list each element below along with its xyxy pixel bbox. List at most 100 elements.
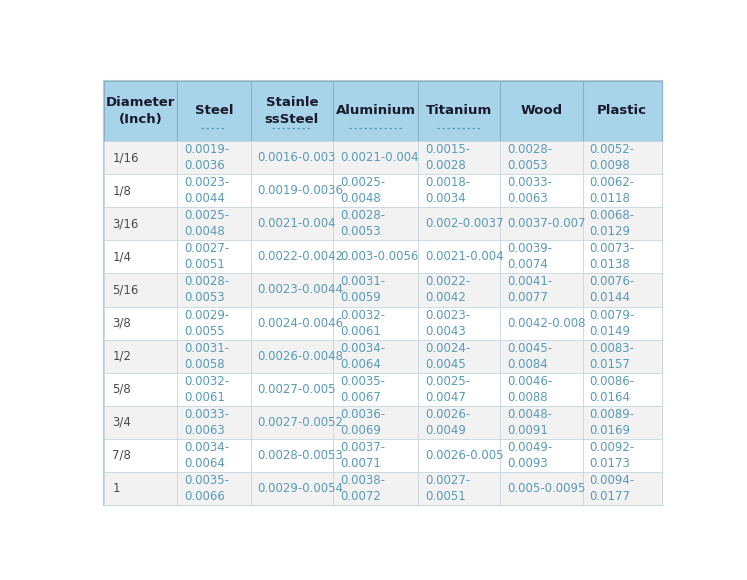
Text: 0.0037-
0.0071: 0.0037- 0.0071 — [340, 441, 385, 470]
FancyBboxPatch shape — [177, 406, 251, 439]
FancyBboxPatch shape — [418, 439, 500, 472]
FancyBboxPatch shape — [104, 174, 177, 207]
FancyBboxPatch shape — [418, 306, 500, 340]
Text: 0.0025-
0.0048: 0.0025- 0.0048 — [340, 176, 385, 205]
Text: 0.002-0.0037: 0.002-0.0037 — [425, 218, 503, 230]
FancyBboxPatch shape — [104, 207, 177, 240]
Text: 0.0079-
0.0149: 0.0079- 0.0149 — [589, 309, 635, 338]
FancyBboxPatch shape — [583, 306, 662, 340]
FancyBboxPatch shape — [251, 472, 333, 505]
Text: 3/16: 3/16 — [113, 218, 139, 230]
Text: 3/4: 3/4 — [113, 416, 131, 429]
FancyBboxPatch shape — [500, 373, 583, 406]
Text: Plastic: Plastic — [597, 104, 647, 117]
FancyBboxPatch shape — [583, 439, 662, 472]
Text: 0.0025-
0.0047: 0.0025- 0.0047 — [425, 375, 470, 404]
Text: 0.0022-0.0042: 0.0022-0.0042 — [258, 251, 344, 263]
FancyBboxPatch shape — [177, 373, 251, 406]
FancyBboxPatch shape — [177, 240, 251, 273]
Text: 5/8: 5/8 — [113, 383, 131, 396]
Text: 0.0021-0.004: 0.0021-0.004 — [258, 218, 336, 230]
FancyBboxPatch shape — [251, 373, 333, 406]
FancyBboxPatch shape — [500, 306, 583, 340]
Text: 0.0028-0.0053: 0.0028-0.0053 — [258, 449, 344, 462]
FancyBboxPatch shape — [418, 273, 500, 306]
FancyBboxPatch shape — [418, 240, 500, 273]
Text: 0.0086-
0.0164: 0.0086- 0.0164 — [589, 375, 635, 404]
FancyBboxPatch shape — [418, 174, 500, 207]
Text: 0.0073-
0.0138: 0.0073- 0.0138 — [589, 242, 635, 271]
Text: 0.0042-0.008: 0.0042-0.008 — [507, 317, 586, 329]
FancyBboxPatch shape — [500, 174, 583, 207]
Text: 0.0027-
0.0051: 0.0027- 0.0051 — [425, 474, 471, 503]
Text: 0.0015-
0.0028: 0.0015- 0.0028 — [425, 143, 470, 172]
FancyBboxPatch shape — [583, 340, 662, 373]
FancyBboxPatch shape — [583, 81, 662, 141]
Text: 0.0026-0.005: 0.0026-0.005 — [425, 449, 503, 462]
FancyBboxPatch shape — [418, 472, 500, 505]
FancyBboxPatch shape — [251, 306, 333, 340]
Text: 0.0048-
0.0091: 0.0048- 0.0091 — [507, 408, 552, 437]
FancyBboxPatch shape — [500, 240, 583, 273]
Text: 0.0083-
0.0157: 0.0083- 0.0157 — [589, 342, 634, 371]
Text: 0.0027-0.0052: 0.0027-0.0052 — [258, 416, 344, 429]
Text: 0.0039-
0.0074: 0.0039- 0.0074 — [507, 242, 552, 271]
Text: 0.0035-
0.0067: 0.0035- 0.0067 — [340, 375, 385, 404]
Text: 0.0029-
0.0055: 0.0029- 0.0055 — [185, 309, 229, 338]
FancyBboxPatch shape — [333, 240, 418, 273]
FancyBboxPatch shape — [104, 439, 177, 472]
FancyBboxPatch shape — [500, 406, 583, 439]
Text: 0.0026-0.0048: 0.0026-0.0048 — [258, 350, 344, 362]
Text: 0.0021-0.004: 0.0021-0.004 — [340, 151, 418, 164]
FancyBboxPatch shape — [583, 174, 662, 207]
Text: 0.0034-
0.0064: 0.0034- 0.0064 — [185, 441, 229, 470]
FancyBboxPatch shape — [418, 207, 500, 240]
Text: 0.0028-
0.0053: 0.0028- 0.0053 — [340, 209, 385, 238]
Text: Aluminium: Aluminium — [335, 104, 415, 117]
Text: 0.0027-
0.0051: 0.0027- 0.0051 — [185, 242, 229, 271]
Text: 0.0023-
0.0043: 0.0023- 0.0043 — [425, 309, 470, 338]
FancyBboxPatch shape — [251, 240, 333, 273]
Text: 0.0032-
0.0061: 0.0032- 0.0061 — [185, 375, 229, 404]
FancyBboxPatch shape — [104, 81, 177, 141]
Text: 0.0024-0.0046: 0.0024-0.0046 — [258, 317, 344, 329]
Text: 0.003-0.0056: 0.003-0.0056 — [340, 251, 418, 263]
FancyBboxPatch shape — [333, 174, 418, 207]
FancyBboxPatch shape — [500, 207, 583, 240]
FancyBboxPatch shape — [104, 306, 177, 340]
FancyBboxPatch shape — [333, 439, 418, 472]
Text: 0.0036-
0.0069: 0.0036- 0.0069 — [340, 408, 385, 437]
FancyBboxPatch shape — [333, 472, 418, 505]
Text: 0.0023-0.0044: 0.0023-0.0044 — [258, 284, 344, 296]
Text: 0.0032-
0.0061: 0.0032- 0.0061 — [340, 309, 385, 338]
Text: 0.0026-
0.0049: 0.0026- 0.0049 — [425, 408, 471, 437]
FancyBboxPatch shape — [333, 207, 418, 240]
FancyBboxPatch shape — [104, 472, 177, 505]
Text: 0.0034-
0.0064: 0.0034- 0.0064 — [340, 342, 385, 371]
FancyBboxPatch shape — [251, 439, 333, 472]
FancyBboxPatch shape — [500, 141, 583, 174]
Text: 0.0022-
0.0042: 0.0022- 0.0042 — [425, 276, 471, 304]
Text: 0.0024-
0.0045: 0.0024- 0.0045 — [425, 342, 471, 371]
FancyBboxPatch shape — [418, 406, 500, 439]
Text: 0.0068-
0.0129: 0.0068- 0.0129 — [589, 209, 635, 238]
Text: 1/4: 1/4 — [113, 251, 131, 263]
Text: 0.0028-
0.0053: 0.0028- 0.0053 — [185, 276, 229, 304]
FancyBboxPatch shape — [104, 273, 177, 306]
Text: 0.005-0.0095: 0.005-0.0095 — [507, 482, 586, 495]
Text: 0.0029-0.0054: 0.0029-0.0054 — [258, 482, 344, 495]
FancyBboxPatch shape — [583, 373, 662, 406]
Text: Stainle
ssSteel: Stainle ssSteel — [264, 96, 319, 126]
FancyBboxPatch shape — [251, 207, 333, 240]
FancyBboxPatch shape — [251, 174, 333, 207]
Text: 0.0019-
0.0036: 0.0019- 0.0036 — [185, 143, 229, 172]
Text: 1: 1 — [113, 482, 120, 495]
FancyBboxPatch shape — [177, 174, 251, 207]
FancyBboxPatch shape — [418, 81, 500, 141]
FancyBboxPatch shape — [251, 81, 333, 141]
FancyBboxPatch shape — [251, 340, 333, 373]
Text: 0.0031-
0.0058: 0.0031- 0.0058 — [185, 342, 229, 371]
FancyBboxPatch shape — [177, 81, 251, 141]
Text: 0.0023-
0.0044: 0.0023- 0.0044 — [185, 176, 229, 205]
Text: 0.0028-
0.0053: 0.0028- 0.0053 — [507, 143, 552, 172]
